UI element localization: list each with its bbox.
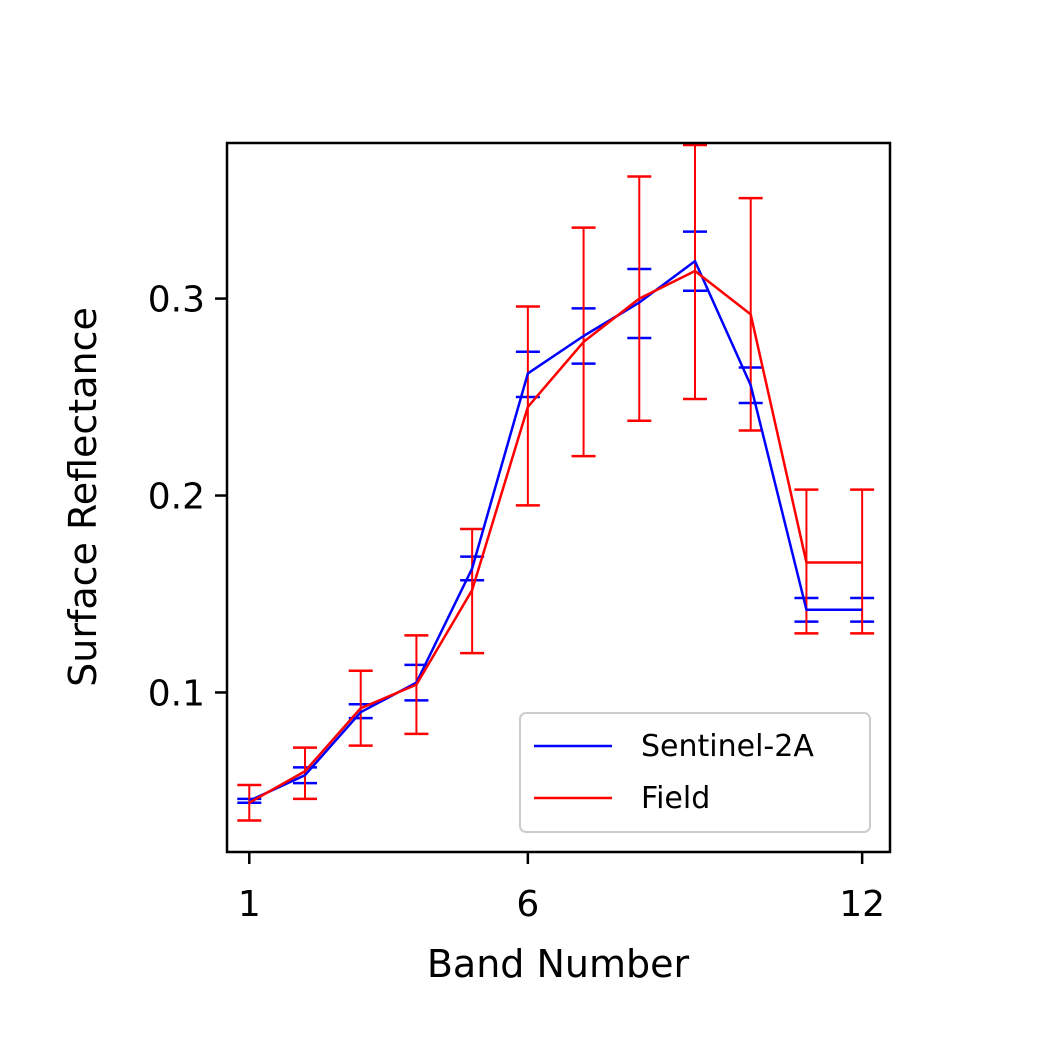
x-tick-label-12: 12	[839, 884, 885, 925]
x-tick-label-6: 6	[516, 884, 539, 925]
x-tick-label-1: 1	[238, 884, 261, 925]
field-series-line	[248, 269, 863, 804]
legend-box	[519, 712, 871, 833]
legend-label-sentinel: Sentinel-2A	[641, 729, 814, 764]
y-tick-label-0.1: 0.1	[148, 673, 205, 714]
y-tick-label-0.2: 0.2	[148, 477, 205, 518]
series-layer	[237, 143, 875, 822]
y-tick-label-0.3: 0.3	[148, 280, 205, 321]
sentinel-series-line	[248, 259, 863, 802]
legend-label-field: Field	[641, 781, 710, 816]
legend: Sentinel-2A Field	[519, 712, 871, 833]
y-axis-label: Surface Reflectance	[61, 307, 105, 687]
plot-frame	[225, 141, 892, 854]
axis-layer: 1 6 12 0.1 0.2 0.3	[148, 280, 885, 925]
x-axis-label: Band Number	[427, 942, 690, 986]
